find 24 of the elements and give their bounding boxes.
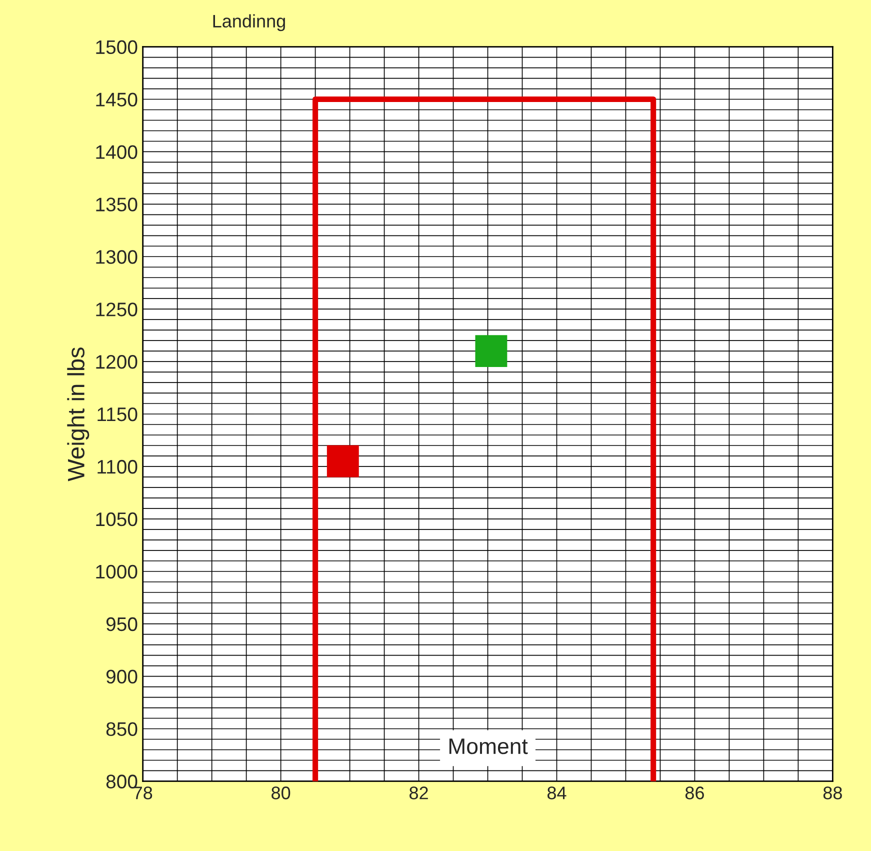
x-tick-label: 88: [823, 786, 842, 800]
y-tick-label: 900: [106, 670, 138, 684]
y-tick-label: 850: [106, 722, 138, 736]
y-tick-label: 1350: [96, 198, 138, 212]
y-tick-label: 1450: [96, 92, 138, 106]
y-tick-label: 800: [106, 774, 138, 788]
y-tick-label: 1300: [96, 250, 138, 264]
x-tick-label: 86: [685, 786, 704, 800]
y-tick-label: 1250: [96, 302, 138, 316]
y-tick-label: 1400: [96, 145, 138, 159]
x-tick-label: 84: [547, 786, 566, 800]
y-tick-label: 950: [106, 617, 138, 632]
x-tick-label: 78: [134, 786, 152, 800]
x-tick-label: 82: [410, 786, 428, 800]
y-tick-label: 1500: [96, 40, 138, 54]
x-axis-title: Moment: [449, 738, 528, 754]
y-tick-label: 1200: [96, 355, 138, 369]
y-axis-title: Weight in lbs: [67, 347, 90, 482]
y-tick-label: 1150: [98, 407, 138, 422]
y-tick-label: 1050: [96, 512, 138, 526]
y-tick-label: 1100: [98, 460, 138, 474]
y-tick-label: 1000: [96, 564, 138, 579]
chart-title: Landinng: [213, 14, 285, 32]
x-tick-label: 80: [272, 786, 290, 800]
